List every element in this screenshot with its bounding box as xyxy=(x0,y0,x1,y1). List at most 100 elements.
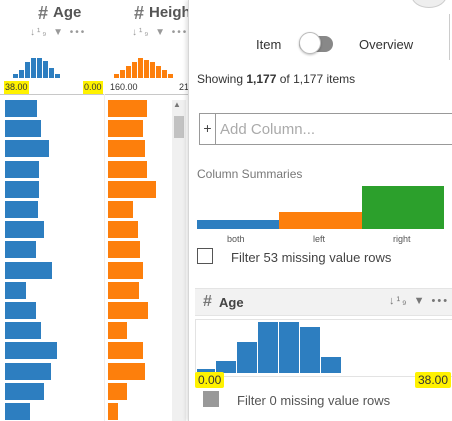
mode-item-label[interactable]: Item xyxy=(256,37,282,52)
settings-button[interactable] xyxy=(411,0,447,8)
header-divider xyxy=(0,94,188,95)
sort-icon[interactable]: ↓¹₉ xyxy=(389,295,409,307)
age-hist-max-value: 38.00 xyxy=(415,372,452,388)
showing-prefix: Showing xyxy=(197,72,247,86)
hist-bin[interactable] xyxy=(237,342,257,373)
height-value-bar[interactable] xyxy=(108,100,147,117)
height-value-bar[interactable] xyxy=(108,382,127,400)
height-value-bar[interactable] xyxy=(108,281,139,299)
height-value-bar[interactable] xyxy=(108,241,140,259)
age-hist-min: 0.00 xyxy=(195,372,225,388)
age-value-bar[interactable] xyxy=(5,342,57,360)
age-value-bar[interactable] xyxy=(5,201,38,218)
column-divider xyxy=(104,94,105,421)
height-value-bar[interactable] xyxy=(108,261,143,279)
filter-missing-label: Filter 53 missing value rows xyxy=(231,250,392,265)
age-value-bar[interactable] xyxy=(5,140,49,158)
scroll-up-icon[interactable]: ▲ xyxy=(173,100,181,109)
filter-icon[interactable]: ▼ xyxy=(53,27,65,38)
age-range-min: 38.00 xyxy=(4,81,29,94)
height-range-min: 160.00 xyxy=(110,82,138,92)
data-table: # Age ↓¹₉ ▼ ••• 38.00 0.00 # Height ↓¹₉ … xyxy=(0,0,196,421)
summary-bar-left[interactable] xyxy=(279,212,362,229)
showing-suffix: items xyxy=(323,72,356,86)
hist-bin[interactable] xyxy=(321,357,341,373)
height-value-bar[interactable] xyxy=(108,201,133,218)
sort-icon[interactable]: ↓¹₉ xyxy=(132,27,151,38)
age-value-bar[interactable] xyxy=(5,403,30,420)
more-icon[interactable]: ••• xyxy=(171,27,189,38)
age-value-bar[interactable] xyxy=(5,382,44,400)
column-tools[interactable]: ↓¹₉ ▼ ••• xyxy=(30,27,86,38)
mode-overview-label[interactable]: Overview xyxy=(359,37,414,52)
age-value-bar[interactable] xyxy=(5,281,26,299)
age-value-bar[interactable] xyxy=(5,241,36,259)
summary-chart xyxy=(197,186,444,229)
age-hist-max: 38.00 xyxy=(415,372,452,388)
height-range-max: 21 xyxy=(179,82,190,92)
more-icon[interactable]: ••• xyxy=(69,27,87,38)
height-value-bar[interactable] xyxy=(108,120,143,138)
age-value-bar[interactable] xyxy=(5,221,44,239)
filter-zero-checkbox[interactable] xyxy=(203,391,219,407)
age-mini-histogram xyxy=(13,58,60,78)
number-type-icon: # xyxy=(134,3,145,23)
more-icon[interactable]: ••• xyxy=(431,295,450,307)
showing-count-value: 1,177 xyxy=(246,72,277,86)
age-card-tools[interactable]: ↓¹₉ ▼ ••• xyxy=(389,295,449,307)
filter-zero-label: Filter 0 missing value rows xyxy=(237,393,391,408)
height-value-bar[interactable] xyxy=(108,221,138,239)
age-card-header[interactable]: # Age ↓¹₉ ▼ ••• xyxy=(195,288,452,316)
height-value-bar[interactable] xyxy=(108,140,145,158)
summary-label-left: left xyxy=(313,234,326,244)
age-histogram xyxy=(197,322,341,373)
height-value-bar[interactable] xyxy=(108,362,145,380)
summary-label-both: both xyxy=(227,234,245,244)
table-scrollbar[interactable] xyxy=(172,100,186,421)
column-summaries-title: Column Summaries xyxy=(197,167,303,181)
summary-bar-right[interactable] xyxy=(362,186,444,229)
hist-bin[interactable] xyxy=(300,327,320,373)
side-panel: Item Overview Showing 1,177 of 1,177 ite… xyxy=(188,0,452,421)
panel-edge xyxy=(449,14,450,60)
column-tools[interactable]: ↓¹₉ ▼ ••• xyxy=(132,27,188,38)
filter-icon[interactable]: ▼ xyxy=(413,295,427,307)
filter-icon[interactable]: ▼ xyxy=(155,27,167,38)
age-value-bar[interactable] xyxy=(5,322,41,340)
height-mini-histogram xyxy=(114,58,173,78)
column-header-age[interactable]: # Age ↓¹₉ ▼ ••• xyxy=(0,0,104,94)
add-column-field[interactable]: + xyxy=(199,113,452,145)
sort-icon[interactable]: ↓¹₉ xyxy=(30,27,49,38)
age-card-title: Age xyxy=(219,295,244,310)
column-header-height[interactable]: # Height ↓¹₉ ▼ ••• xyxy=(104,0,196,94)
hist-bin[interactable] xyxy=(197,369,215,373)
hist-bin[interactable] xyxy=(258,322,278,373)
age-value-bar[interactable] xyxy=(5,160,39,178)
summary-bar-both[interactable] xyxy=(197,220,279,229)
height-value-bar[interactable] xyxy=(108,302,148,319)
height-value-bar[interactable] xyxy=(108,322,127,340)
age-histogram-frame xyxy=(195,319,452,377)
height-value-bar[interactable] xyxy=(108,403,118,420)
plus-icon[interactable]: + xyxy=(200,114,216,144)
hist-bin[interactable] xyxy=(279,322,299,373)
age-value-bar[interactable] xyxy=(5,100,37,117)
age-hist-min-value: 0.00 xyxy=(195,372,225,388)
height-value-bar[interactable] xyxy=(108,160,147,178)
age-value-bar[interactable] xyxy=(5,362,51,380)
age-value-bar[interactable] xyxy=(5,302,36,319)
age-column-card: # Age ↓¹₉ ▼ ••• 0.00 38.00 Filter 0 miss… xyxy=(195,288,452,421)
toggle-knob[interactable] xyxy=(299,32,321,54)
showing-mid: of xyxy=(276,72,294,86)
age-value-bar[interactable] xyxy=(5,180,39,198)
summary-label-right: right xyxy=(393,234,411,244)
hist-bin[interactable] xyxy=(216,361,236,373)
number-type-icon: # xyxy=(203,293,212,310)
height-value-bar[interactable] xyxy=(108,342,143,360)
add-column-input[interactable] xyxy=(220,118,450,140)
filter-missing-checkbox[interactable] xyxy=(197,248,213,264)
scrollbar-thumb[interactable] xyxy=(174,116,184,138)
age-value-bar[interactable] xyxy=(5,261,52,279)
age-value-bar[interactable] xyxy=(5,120,41,138)
height-value-bar[interactable] xyxy=(108,180,156,198)
